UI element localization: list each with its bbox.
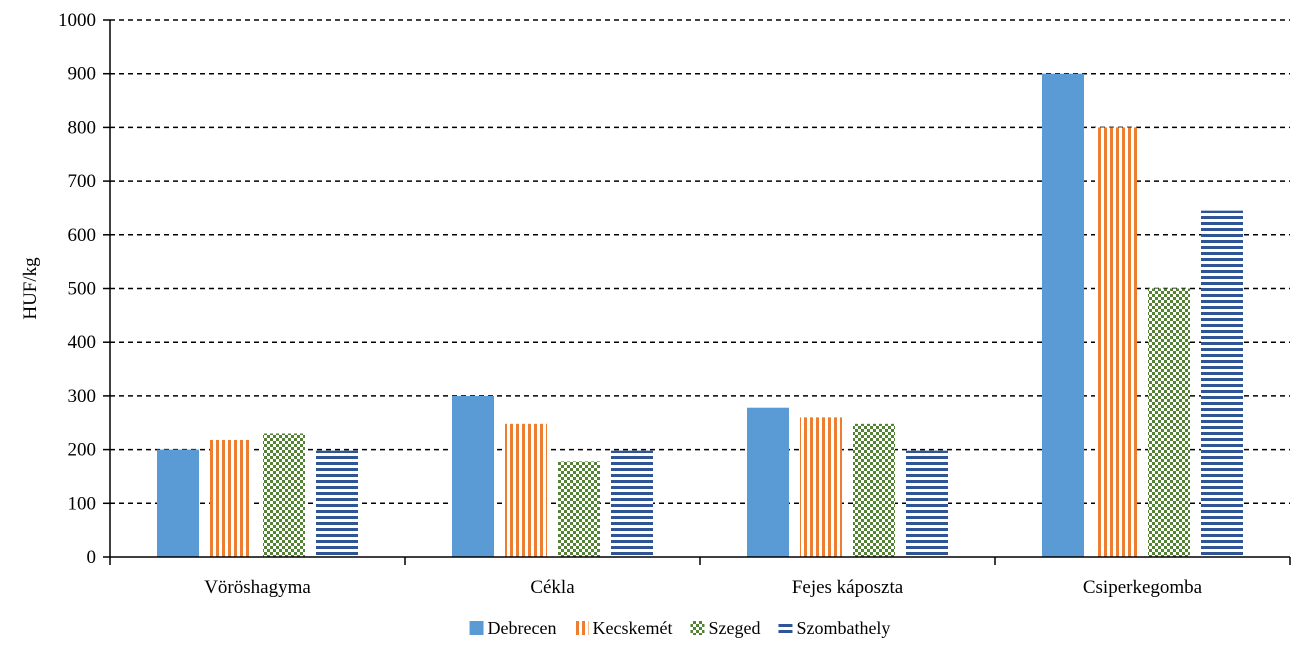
legend-swatch-debrecen xyxy=(469,621,484,635)
axes: 0 100 200 300 400 500 600 700 800 900 1000 HUF/kg Vö… xyxy=(20,10,1291,598)
y-tick-label: 0 xyxy=(87,547,97,568)
y-tick-label: 400 xyxy=(68,332,97,353)
y-tick-label: 700 xyxy=(68,171,97,192)
legend-label: Kecskemét xyxy=(593,618,673,638)
y-tick-label: 200 xyxy=(68,440,97,461)
bar-szombathely-0 xyxy=(316,450,358,557)
y-tick-label: 1000 xyxy=(58,10,96,31)
bar-szeged-2 xyxy=(853,423,895,557)
bar-debrecen-2 xyxy=(747,407,789,557)
y-tick-label: 300 xyxy=(68,386,97,407)
bar-kecskemét-0 xyxy=(210,439,252,557)
bars xyxy=(157,73,1243,558)
x-tick-label: Vöröshagyma xyxy=(204,577,311,598)
legend-label: Szombathely xyxy=(796,618,890,638)
bar-szombathely-1 xyxy=(611,450,653,557)
gridlines xyxy=(110,19,1290,505)
bar-kecskemét-1 xyxy=(505,423,547,557)
y-tick-label: 900 xyxy=(68,64,97,85)
bar-debrecen-0 xyxy=(157,449,199,557)
x-tick-label: Csiperkegomba xyxy=(1083,577,1203,598)
y-tick-label: 800 xyxy=(68,117,97,138)
y-tick-label: 500 xyxy=(68,279,97,300)
legend-swatch-szombathely xyxy=(778,621,793,635)
y-tick-label: 100 xyxy=(68,493,97,514)
legend-swatch-szeged xyxy=(690,621,705,635)
y-axis-title: HUF/kg xyxy=(20,257,41,320)
bar-kecskemét-3 xyxy=(1095,127,1137,558)
bar-kecskemét-2 xyxy=(800,417,842,557)
y-tick-label: 600 xyxy=(68,225,97,246)
bar-debrecen-3 xyxy=(1042,73,1084,557)
bar-szombathely-3 xyxy=(1201,210,1243,557)
legend-label: Debrecen xyxy=(488,618,557,638)
x-tick-label: Fejes káposzta xyxy=(792,577,904,598)
bar-szeged-3 xyxy=(1148,288,1190,557)
legend: Debrecen Kecskemét Szeged Szombathely xyxy=(469,618,890,638)
legend-swatch-kecskemét xyxy=(574,621,589,635)
legend-label: Szeged xyxy=(708,618,760,638)
bar-szombathely-2 xyxy=(906,450,948,557)
x-tick-label: Cékla xyxy=(530,577,575,598)
bar-szeged-0 xyxy=(263,433,305,557)
bar-szeged-1 xyxy=(558,461,600,557)
bar-debrecen-1 xyxy=(452,395,494,557)
